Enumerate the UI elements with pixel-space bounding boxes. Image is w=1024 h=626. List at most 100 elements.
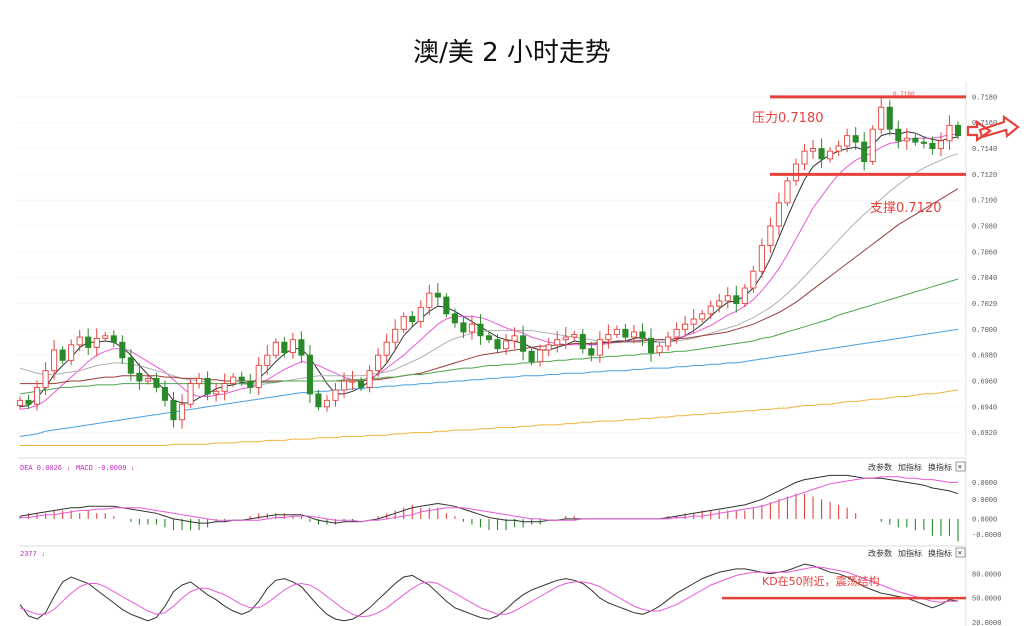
candle-down xyxy=(920,141,927,144)
main-y-tick: 0.7060 xyxy=(972,249,997,257)
candle-up xyxy=(946,124,953,142)
candle-up xyxy=(187,383,194,405)
main-panel: 0.7180 0.7160 0.7140 0.7120 0.7100 0.7080 0.70… xyxy=(16,82,1020,456)
candle-down xyxy=(247,380,254,388)
candle-down xyxy=(25,399,32,405)
candle-up xyxy=(716,300,723,307)
kd-annotation: KD在50附近，震荡结构 xyxy=(762,574,880,588)
macd-change-indicator-button[interactable]: 换指标 xyxy=(928,462,952,472)
candle-up xyxy=(554,339,561,346)
macd-add-indicator-button[interactable]: 加指标 xyxy=(898,462,922,472)
candle-up xyxy=(630,331,638,338)
candle-up xyxy=(264,354,271,366)
macd-close-icon[interactable]: × xyxy=(958,463,963,472)
macd-panel: DEA 0.0026 ↓ MACD -0.0009 ↓ 改参数 加指标 换指标 … xyxy=(18,457,1001,545)
candle-down xyxy=(170,399,177,421)
candle-down xyxy=(443,296,450,315)
peak-price-label: 0.7180 xyxy=(893,91,915,98)
arrow-right-icon xyxy=(978,114,1020,139)
kd-lines xyxy=(19,563,959,622)
candle-down xyxy=(238,376,245,382)
candle-down xyxy=(315,393,322,408)
candle-up xyxy=(289,339,296,354)
candle-up xyxy=(178,403,186,421)
macd-edit-params-button[interactable]: 改参数 xyxy=(868,462,892,472)
candle-up xyxy=(903,137,910,142)
main-y-tick: 0.7140 xyxy=(972,146,997,154)
candle-down xyxy=(818,148,825,160)
candle-down xyxy=(85,336,92,348)
candle-up xyxy=(545,344,552,351)
candle-up xyxy=(255,365,262,388)
candle-up xyxy=(809,148,817,152)
candle-up xyxy=(784,180,791,204)
candle-down xyxy=(477,323,484,337)
candle-up xyxy=(332,389,339,401)
candle-up xyxy=(93,337,100,348)
candle-down xyxy=(485,335,493,341)
kd-y-tick-labels: 80.0000 50.0000 20.0000 xyxy=(972,571,1001,626)
candle-up xyxy=(656,345,663,354)
candle-up xyxy=(42,370,49,388)
candlesticks xyxy=(16,96,962,429)
candle-up xyxy=(878,106,885,130)
candle-up xyxy=(767,225,774,246)
candle-up xyxy=(665,336,672,347)
kd-add-indicator-button[interactable]: 加指标 xyxy=(898,548,922,558)
kd-edit-params-button[interactable]: 改参数 xyxy=(868,548,892,558)
macd-histogram xyxy=(19,493,959,542)
macd-y-tick: 0.0000 xyxy=(972,497,997,505)
main-plot-area xyxy=(18,82,966,454)
macd-y-tick: 0.0000 xyxy=(972,516,997,524)
main-y-tick: 0.7180 xyxy=(972,94,997,102)
candle-down xyxy=(358,380,365,388)
candle-down xyxy=(281,341,288,354)
kd-y-tick: 20.0000 xyxy=(972,620,1001,626)
candle-down xyxy=(639,331,646,339)
candle-down xyxy=(954,124,962,137)
support-label: 支撑0.7120 xyxy=(870,201,942,216)
candle-up xyxy=(792,163,800,182)
candle-up xyxy=(741,287,748,304)
kd-k-line xyxy=(19,563,959,622)
main-y-tick: 0.6960 xyxy=(972,378,997,386)
macd-legend-macd: MACD -0.0009 ↓ xyxy=(76,465,135,473)
candle-up xyxy=(801,150,808,165)
candle-up xyxy=(562,336,569,341)
candle-up xyxy=(613,328,620,335)
main-y-tick: 0.7040 xyxy=(972,275,997,283)
candle-down xyxy=(136,372,143,382)
candle-down xyxy=(409,315,416,323)
candle-down xyxy=(298,339,305,356)
kd-change-indicator-button[interactable]: 换指标 xyxy=(928,548,952,558)
candle-up xyxy=(758,244,765,272)
candle-up xyxy=(699,313,706,320)
candle-up xyxy=(349,380,356,383)
kd-close-icon[interactable]: × xyxy=(958,549,963,558)
main-y-tick: 0.6980 xyxy=(972,353,997,361)
main-y-tick: 0.7020 xyxy=(972,301,997,309)
kd-legend: 2377 ↓ xyxy=(20,551,45,559)
macd-dea-line xyxy=(20,476,958,523)
candle-up xyxy=(144,377,151,382)
candle-down xyxy=(895,128,902,142)
candle-up xyxy=(426,292,433,308)
ma-line-ma60 xyxy=(19,278,959,395)
kd-y-tick: 50.0000 xyxy=(972,596,1001,604)
chart-title: 澳/美 2 小时走势 xyxy=(413,38,611,68)
candle-down xyxy=(528,350,535,363)
candle-up xyxy=(750,270,757,289)
candle-up xyxy=(605,334,612,341)
candle-up xyxy=(707,305,714,315)
kd-y-tick: 80.0000 xyxy=(972,571,1001,579)
candle-up xyxy=(835,145,842,152)
candle-up xyxy=(323,399,331,408)
main-y-tick: 0.7000 xyxy=(972,327,997,335)
main-y-tick: 0.6940 xyxy=(972,404,997,412)
candle-down xyxy=(622,328,629,338)
macd-close-box[interactable] xyxy=(955,461,966,472)
candle-down xyxy=(110,335,117,343)
candle-up xyxy=(366,370,373,388)
candle-up xyxy=(844,135,851,147)
kd-close-box[interactable] xyxy=(955,547,966,558)
